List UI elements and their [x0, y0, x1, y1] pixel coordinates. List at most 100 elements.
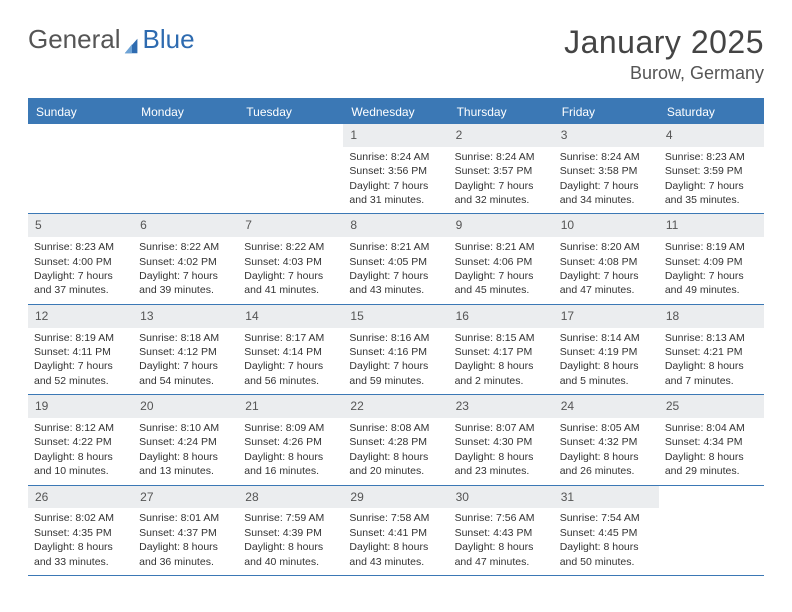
day-cell: 25Sunrise: 8:04 AMSunset: 4:34 PMDayligh… — [659, 395, 764, 484]
sunset-text: Sunset: 4:41 PM — [349, 526, 442, 540]
day-cell: 23Sunrise: 8:07 AMSunset: 4:30 PMDayligh… — [449, 395, 554, 484]
sunrise-text: Sunrise: 8:07 AM — [455, 421, 548, 435]
sunset-text: Sunset: 4:32 PM — [560, 435, 653, 449]
sunset-text: Sunset: 4:19 PM — [560, 345, 653, 359]
day-cell: 22Sunrise: 8:08 AMSunset: 4:28 PMDayligh… — [343, 395, 448, 484]
sail-icon — [123, 31, 141, 49]
sunrise-text: Sunrise: 8:20 AM — [560, 240, 653, 254]
daylight-text-1: Daylight: 8 hours — [139, 540, 232, 554]
sunset-text: Sunset: 4:39 PM — [244, 526, 337, 540]
daylight-text-2: and 20 minutes. — [349, 464, 442, 478]
sunset-text: Sunset: 4:14 PM — [244, 345, 337, 359]
weekday-header-row: SundayMondayTuesdayWednesdayThursdayFrid… — [28, 100, 764, 124]
day-number: 8 — [343, 214, 448, 237]
daylight-text-2: and 23 minutes. — [455, 464, 548, 478]
calendar-page: General Blue January 2025 Burow, Germany… — [0, 0, 792, 600]
day-cell: 26Sunrise: 8:02 AMSunset: 4:35 PMDayligh… — [28, 486, 133, 575]
weekday-header: Monday — [133, 100, 238, 124]
daylight-text-2: and 35 minutes. — [665, 193, 758, 207]
daylight-text-1: Daylight: 7 hours — [560, 179, 653, 193]
daylight-text-2: and 56 minutes. — [244, 374, 337, 388]
logo-text-right: Blue — [143, 24, 195, 55]
daylight-text-2: and 45 minutes. — [455, 283, 548, 297]
day-cell: 14Sunrise: 8:17 AMSunset: 4:14 PMDayligh… — [238, 305, 343, 394]
daylight-text-1: Daylight: 7 hours — [349, 359, 442, 373]
day-cell: 6Sunrise: 8:22 AMSunset: 4:02 PMDaylight… — [133, 214, 238, 303]
sunset-text: Sunset: 4:06 PM — [455, 255, 548, 269]
day-number: 10 — [554, 214, 659, 237]
sunrise-text: Sunrise: 8:22 AM — [139, 240, 232, 254]
day-number: 2 — [449, 124, 554, 147]
day-cell: 29Sunrise: 7:58 AMSunset: 4:41 PMDayligh… — [343, 486, 448, 575]
sunset-text: Sunset: 4:08 PM — [560, 255, 653, 269]
daylight-text-2: and 29 minutes. — [665, 464, 758, 478]
day-cell: 10Sunrise: 8:20 AMSunset: 4:08 PMDayligh… — [554, 214, 659, 303]
day-cell: 27Sunrise: 8:01 AMSunset: 4:37 PMDayligh… — [133, 486, 238, 575]
day-cell: 21Sunrise: 8:09 AMSunset: 4:26 PMDayligh… — [238, 395, 343, 484]
day-number: 17 — [554, 305, 659, 328]
sunset-text: Sunset: 4:30 PM — [455, 435, 548, 449]
day-number: 3 — [554, 124, 659, 147]
week-row: 5Sunrise: 8:23 AMSunset: 4:00 PMDaylight… — [28, 214, 764, 304]
sunrise-text: Sunrise: 8:24 AM — [560, 150, 653, 164]
day-number: 15 — [343, 305, 448, 328]
day-cell: 9Sunrise: 8:21 AMSunset: 4:06 PMDaylight… — [449, 214, 554, 303]
daylight-text-2: and 7 minutes. — [665, 374, 758, 388]
daylight-text-1: Daylight: 8 hours — [560, 540, 653, 554]
sunset-text: Sunset: 3:57 PM — [455, 164, 548, 178]
sunrise-text: Sunrise: 8:15 AM — [455, 331, 548, 345]
weekday-header: Tuesday — [238, 100, 343, 124]
daylight-text-1: Daylight: 7 hours — [349, 269, 442, 283]
sunrise-text: Sunrise: 8:21 AM — [349, 240, 442, 254]
daylight-text-1: Daylight: 8 hours — [349, 450, 442, 464]
day-cell: 19Sunrise: 8:12 AMSunset: 4:22 PMDayligh… — [28, 395, 133, 484]
sunset-text: Sunset: 4:00 PM — [34, 255, 127, 269]
title-block: January 2025 Burow, Germany — [564, 24, 764, 84]
day-number: 27 — [133, 486, 238, 509]
daylight-text-1: Daylight: 8 hours — [455, 450, 548, 464]
week-row: 1Sunrise: 8:24 AMSunset: 3:56 PMDaylight… — [28, 124, 764, 214]
daylight-text-1: Daylight: 7 hours — [455, 269, 548, 283]
daylight-text-1: Daylight: 8 hours — [560, 450, 653, 464]
location-label: Burow, Germany — [564, 63, 764, 84]
sunset-text: Sunset: 4:28 PM — [349, 435, 442, 449]
sunrise-text: Sunrise: 8:21 AM — [455, 240, 548, 254]
sunset-text: Sunset: 4:35 PM — [34, 526, 127, 540]
sunset-text: Sunset: 4:02 PM — [139, 255, 232, 269]
sunrise-text: Sunrise: 8:02 AM — [34, 511, 127, 525]
sunrise-text: Sunrise: 7:56 AM — [455, 511, 548, 525]
weekday-header: Sunday — [28, 100, 133, 124]
sunrise-text: Sunrise: 8:23 AM — [665, 150, 758, 164]
sunrise-text: Sunrise: 8:10 AM — [139, 421, 232, 435]
daylight-text-1: Daylight: 7 hours — [665, 269, 758, 283]
day-number: 31 — [554, 486, 659, 509]
page-header: General Blue January 2025 Burow, Germany — [28, 24, 764, 84]
day-cell: 16Sunrise: 8:15 AMSunset: 4:17 PMDayligh… — [449, 305, 554, 394]
daylight-text-1: Daylight: 8 hours — [455, 540, 548, 554]
sunrise-text: Sunrise: 8:05 AM — [560, 421, 653, 435]
daylight-text-2: and 59 minutes. — [349, 374, 442, 388]
daylight-text-2: and 50 minutes. — [560, 555, 653, 569]
daylight-text-2: and 31 minutes. — [349, 193, 442, 207]
daylight-text-1: Daylight: 7 hours — [139, 359, 232, 373]
weekday-header: Thursday — [449, 100, 554, 124]
sunset-text: Sunset: 3:56 PM — [349, 164, 442, 178]
brand-logo: General Blue — [28, 24, 195, 55]
calendar-grid: SundayMondayTuesdayWednesdayThursdayFrid… — [28, 98, 764, 576]
sunrise-text: Sunrise: 8:19 AM — [665, 240, 758, 254]
day-cell-empty — [28, 124, 133, 213]
weekday-header: Saturday — [659, 100, 764, 124]
sunset-text: Sunset: 3:58 PM — [560, 164, 653, 178]
day-number: 21 — [238, 395, 343, 418]
day-cell: 30Sunrise: 7:56 AMSunset: 4:43 PMDayligh… — [449, 486, 554, 575]
sunrise-text: Sunrise: 8:24 AM — [349, 150, 442, 164]
daylight-text-2: and 36 minutes. — [139, 555, 232, 569]
sunset-text: Sunset: 4:11 PM — [34, 345, 127, 359]
day-number: 18 — [659, 305, 764, 328]
week-row: 12Sunrise: 8:19 AMSunset: 4:11 PMDayligh… — [28, 305, 764, 395]
weekday-header: Wednesday — [343, 100, 448, 124]
day-number: 30 — [449, 486, 554, 509]
daylight-text-1: Daylight: 7 hours — [455, 179, 548, 193]
day-number: 1 — [343, 124, 448, 147]
sunrise-text: Sunrise: 7:54 AM — [560, 511, 653, 525]
